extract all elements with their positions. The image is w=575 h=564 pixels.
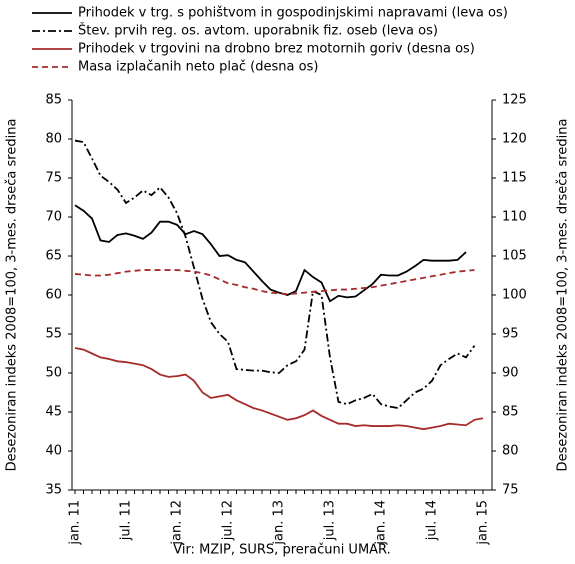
y-tick-label: 45 xyxy=(45,405,62,420)
y-tick-label: 55 xyxy=(45,327,62,342)
y-tick-label: 75 xyxy=(45,171,62,186)
x-tick-label: jul. 14 xyxy=(425,500,440,541)
series-line xyxy=(74,204,467,303)
y2-axis-label: Desezoniran indeks 2008=100, 3-mes. drse… xyxy=(556,119,571,472)
series-line xyxy=(74,269,475,296)
y2-tick-label: 120 xyxy=(502,132,527,147)
x-tick-label: jan. 15 xyxy=(476,500,491,546)
y-tick-label: 85 xyxy=(45,93,62,108)
x-tick-label: jul. 11 xyxy=(119,500,134,541)
y2-tick-label: 100 xyxy=(502,288,527,303)
y2-tick-label: 105 xyxy=(502,249,527,264)
y-tick-label: 50 xyxy=(45,366,62,381)
y2-tick-label: 115 xyxy=(502,171,527,186)
source: Vir: MZIP, SURS, preračuni UMAR. xyxy=(173,543,391,558)
y-tick-label: 40 xyxy=(45,444,62,459)
y2-tick-label: 85 xyxy=(502,405,519,420)
series-line xyxy=(74,139,476,410)
x-tick-label: jul. 13 xyxy=(323,500,338,541)
x-tick-label: jul. 12 xyxy=(221,500,236,541)
y2-tick-label: 95 xyxy=(502,327,519,342)
y2-tick-label: 75 xyxy=(502,483,519,498)
x-tick-label: jan. 13 xyxy=(272,500,287,546)
y-tick-label: 80 xyxy=(45,132,62,147)
legend-label: Prihodek v trg. s pohištvom in gospodinj… xyxy=(78,6,508,21)
x-tick-label: jan. 11 xyxy=(68,500,83,546)
series-line xyxy=(74,347,484,431)
y2-tick-label: 90 xyxy=(502,366,519,381)
legend-label: Prihodek v trgovini na drobno brez motor… xyxy=(78,42,475,57)
x-tick-label: jan. 14 xyxy=(374,500,389,546)
y-tick-label: 65 xyxy=(45,249,62,264)
y-tick-label: 70 xyxy=(45,210,62,225)
y-tick-label: 35 xyxy=(45,483,62,498)
y2-tick-label: 110 xyxy=(502,210,527,225)
x-tick-label: jan. 12 xyxy=(170,500,185,546)
y-axis-label: Desezoniran indeks 2008=100, 3-mes. drse… xyxy=(5,119,20,472)
legend-label: Štev. prvih reg. os. avtom. uporabnik fi… xyxy=(78,23,438,39)
legend-label: Masa izplačanih neto plač (desna os) xyxy=(78,60,318,75)
y-tick-label: 60 xyxy=(45,288,62,303)
y2-tick-label: 125 xyxy=(502,93,527,108)
y2-tick-label: 80 xyxy=(502,444,519,459)
